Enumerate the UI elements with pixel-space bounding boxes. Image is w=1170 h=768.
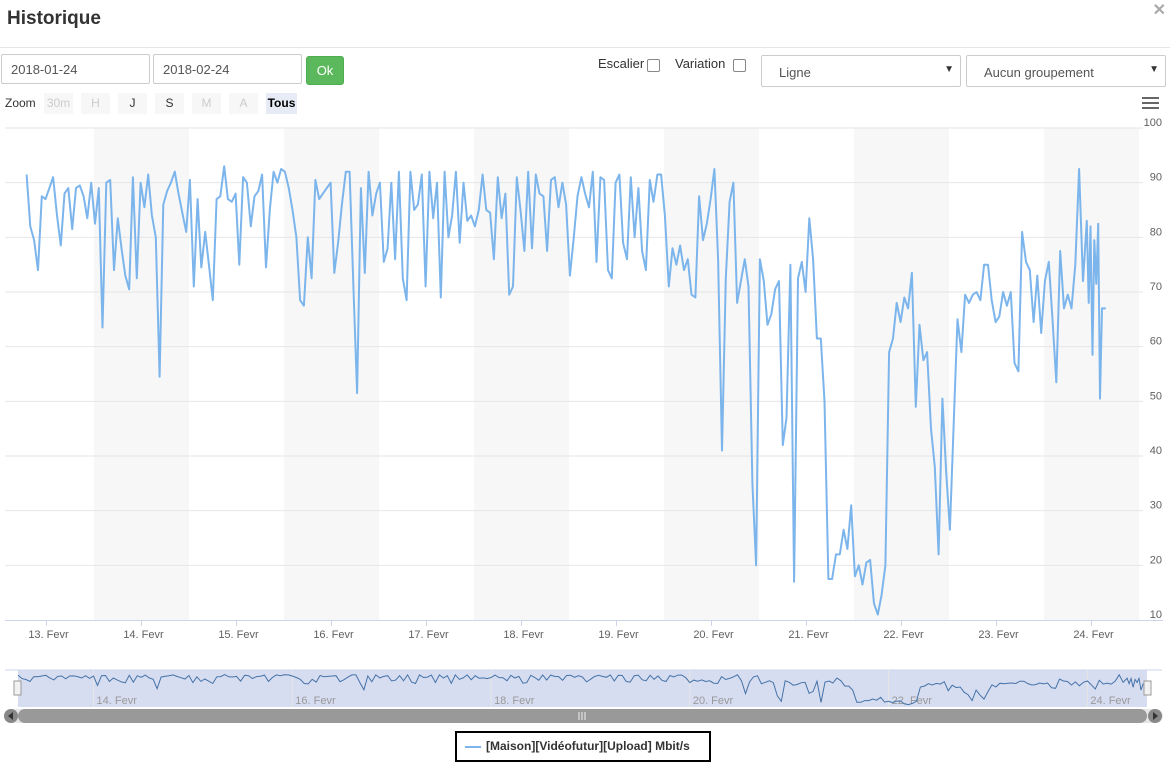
- hamburger-menu-icon[interactable]: [1142, 97, 1159, 111]
- navigator-mask: [18, 670, 1147, 707]
- y-tick-label: 70: [1150, 281, 1162, 293]
- navigator-tick-label: 24. Fevr: [1090, 695, 1131, 707]
- chart-type-value: Ligne: [779, 65, 811, 80]
- y-tick-label: 40: [1150, 445, 1162, 457]
- escalier-checkbox[interactable]: [647, 59, 660, 72]
- x-tick-label: 15. Fevr: [218, 629, 259, 641]
- x-tick-label: 18. Fevr: [503, 629, 544, 641]
- zoom-label: Zoom: [5, 96, 36, 110]
- day-band: [854, 128, 949, 620]
- escalier-label: Escalier: [598, 56, 645, 71]
- navigator-tick-label: 18. Fevr: [494, 695, 535, 707]
- zoom-button-a: A: [229, 93, 258, 114]
- dialog-header: Historique ✕: [0, 0, 1170, 48]
- x-tick-label: 13. Fevr: [28, 629, 69, 641]
- triangle-left-icon: [8, 712, 13, 720]
- series-line: [25, 165, 1106, 616]
- y-tick-label: 10: [1150, 609, 1162, 621]
- close-icon[interactable]: ✕: [1152, 2, 1166, 19]
- scrollbar[interactable]: [4, 709, 1163, 723]
- navigator-series-line: [17, 673, 1147, 706]
- y-tick-label: 30: [1150, 500, 1162, 512]
- x-tick-label: 21. Fevr: [788, 629, 829, 641]
- legend-swatch: [465, 746, 481, 748]
- ok-button[interactable]: Ok: [306, 56, 344, 85]
- y-tick-label: 60: [1150, 336, 1162, 348]
- dialog-title: Historique: [7, 8, 101, 29]
- navigator-tick-label: 20. Fevr: [693, 695, 734, 707]
- zoom-button-h: H: [81, 93, 110, 114]
- x-tick-label: 14. Fevr: [123, 629, 164, 641]
- y-tick-label: 90: [1150, 172, 1162, 184]
- x-tick-label: 23. Fevr: [978, 629, 1019, 641]
- triangle-right-icon: [1153, 712, 1158, 720]
- zoom-button-j[interactable]: J: [118, 93, 147, 114]
- zoom-button-tous[interactable]: Tous: [266, 93, 297, 114]
- legend-item[interactable]: [Maison][Vidéofutur][Upload] Mbit/s: [455, 731, 711, 762]
- navigator-handle-left[interactable]: [13, 680, 22, 696]
- variation-label: Variation: [675, 56, 726, 71]
- date-start-input[interactable]: [1, 54, 150, 84]
- day-band: [664, 128, 759, 620]
- zoom-button-s[interactable]: S: [155, 93, 184, 114]
- day-band: [94, 128, 189, 620]
- dropdown-arrow-icon: ▼: [944, 64, 954, 75]
- variation-checkbox[interactable]: [733, 59, 746, 72]
- day-band: [474, 128, 569, 620]
- y-tick-label: 50: [1150, 390, 1162, 402]
- zoom-button-m: M: [192, 93, 221, 114]
- x-tick-label: 17. Fevr: [408, 629, 449, 641]
- navigator-tick-label: 16. Fevr: [295, 695, 336, 707]
- x-tick-label: 20. Fevr: [693, 629, 734, 641]
- x-tick-label: 19. Fevr: [598, 629, 639, 641]
- dropdown-arrow-icon: ▼: [1149, 64, 1159, 75]
- navigator-tick-label: 14. Fevr: [97, 695, 138, 707]
- date-end-input[interactable]: [153, 54, 302, 84]
- grouping-value: Aucun groupement: [984, 65, 1094, 80]
- x-tick-label: 22. Fevr: [883, 629, 924, 641]
- navigator-tick-label: 22. Fevr: [892, 695, 933, 707]
- zoom-button-30m: 30m: [44, 93, 73, 114]
- legend-label: [Maison][Vidéofutur][Upload] Mbit/s: [486, 739, 690, 753]
- navigator[interactable]: 14. Fevr 16. Fevr 18. Fevr 20. Fevr 22. Fevr…: [5, 669, 1162, 707]
- y-tick-label: 80: [1150, 226, 1162, 238]
- x-tick-label: 24. Fevr: [1073, 629, 1114, 641]
- y-tick-label: 100: [1144, 117, 1162, 129]
- x-tick-label: 16. Fevr: [313, 629, 354, 641]
- chart-type-select[interactable]: Ligne ▼: [761, 55, 961, 87]
- history-chart: 10 20 30 40 50 60 70 80 90 100 13. Fevr 14. Fevr 15…: [4, 117, 1163, 723]
- y-tick-label: 20: [1150, 554, 1162, 566]
- day-band: [1044, 128, 1139, 620]
- navigator-handle-right[interactable]: [1143, 680, 1152, 696]
- grouping-select[interactable]: Aucun groupement ▼: [966, 55, 1166, 87]
